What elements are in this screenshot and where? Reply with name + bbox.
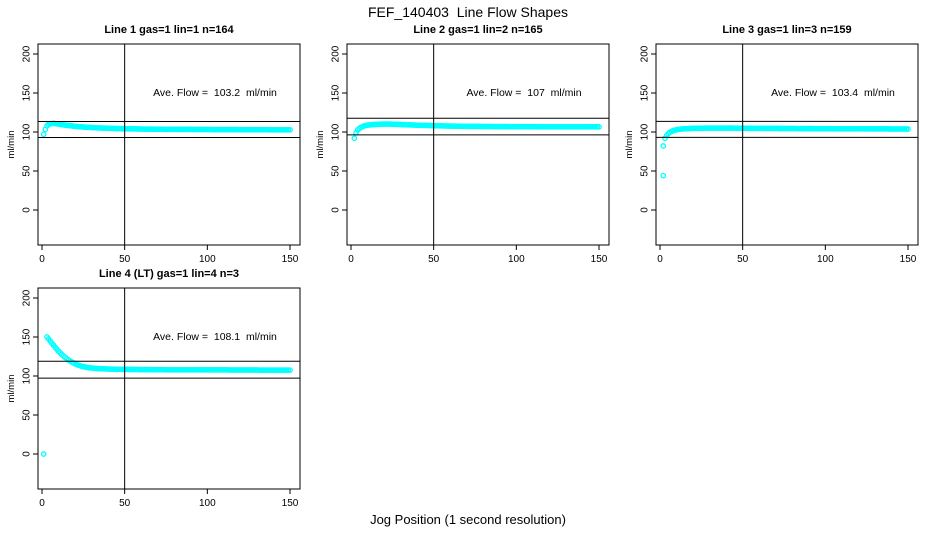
svg-text:ml/min: ml/min bbox=[6, 131, 17, 159]
svg-text:100: 100 bbox=[22, 367, 33, 384]
svg-text:150: 150 bbox=[900, 254, 917, 265]
panel-line-2-ave-flow-label: Ave. Flow = 107 ml/min bbox=[466, 87, 582, 99]
panel-line-4: 0 50 100 150 0 50 100 150 200 ml/min Line 4 (LT) … bbox=[0, 264, 318, 514]
svg-text:200: 200 bbox=[22, 289, 33, 306]
panel-line-4-title: Line 4 (LT) gas=1 lin=4 n=3 bbox=[98, 268, 240, 280]
panel-line-2-plot: 0 50 100 150 0 50 100 150 200 ml/min bbox=[315, 43, 610, 265]
panel-line-3-plot: 0 50 100 150 0 50 100 150 200 ml/min bbox=[624, 43, 919, 265]
svg-text:150: 150 bbox=[282, 254, 299, 265]
svg-text:0: 0 bbox=[22, 451, 33, 457]
svg-text:150: 150 bbox=[591, 254, 608, 265]
panel-line-1-plot: 0 50 100 150 0 50 100 150 200 ml/min bbox=[6, 43, 301, 265]
svg-text:200: 200 bbox=[22, 45, 33, 62]
figure-title: FEF_140403 Line Flow Shapes bbox=[367, 4, 568, 20]
svg-text:0: 0 bbox=[39, 498, 45, 509]
svg-text:50: 50 bbox=[331, 165, 342, 177]
svg-text:0: 0 bbox=[39, 254, 45, 265]
svg-text:ml/min: ml/min bbox=[6, 375, 17, 403]
panel-line-1-title: Line 1 gas=1 lin=1 n=164 bbox=[104, 24, 234, 36]
svg-text:100: 100 bbox=[508, 254, 525, 265]
svg-text:150: 150 bbox=[640, 84, 651, 101]
panel-line-1-ave-flow-label: Ave. Flow = 103.2 ml/min bbox=[153, 87, 277, 99]
svg-text:100: 100 bbox=[331, 123, 342, 140]
panel-line-3-ave-flow-label: Ave. Flow = 103.4 ml/min bbox=[771, 87, 895, 99]
panel-line-1: 0 50 100 150 0 50 100 150 200 ml/min Line 1 gas=1… bbox=[0, 20, 318, 270]
svg-text:0: 0 bbox=[22, 207, 33, 213]
svg-text:100: 100 bbox=[22, 123, 33, 140]
svg-text:0: 0 bbox=[640, 207, 651, 213]
panel-line-3: 0 50 100 150 0 50 100 150 200 ml/min Line 3 gas=1… bbox=[618, 20, 936, 270]
svg-text:200: 200 bbox=[640, 45, 651, 62]
svg-text:100: 100 bbox=[199, 498, 216, 509]
svg-text:200: 200 bbox=[331, 45, 342, 62]
svg-text:0: 0 bbox=[657, 254, 663, 265]
svg-text:150: 150 bbox=[282, 498, 299, 509]
svg-text:0: 0 bbox=[331, 207, 342, 213]
svg-text:50: 50 bbox=[22, 409, 33, 421]
svg-text:ml/min: ml/min bbox=[315, 131, 326, 159]
figure-x-axis-label: Jog Position (1 second resolution) bbox=[370, 512, 566, 527]
svg-text:50: 50 bbox=[428, 254, 440, 265]
svg-text:50: 50 bbox=[119, 254, 131, 265]
svg-text:150: 150 bbox=[22, 328, 33, 345]
panel-line-2-title: Line 2 gas=1 lin=2 n=165 bbox=[413, 24, 543, 36]
svg-text:100: 100 bbox=[817, 254, 834, 265]
svg-text:50: 50 bbox=[22, 165, 33, 177]
panel-line-4-ave-flow-label: Ave. Flow = 108.1 ml/min bbox=[153, 331, 277, 343]
svg-text:150: 150 bbox=[22, 84, 33, 101]
svg-text:100: 100 bbox=[640, 123, 651, 140]
panel-line-2: 0 50 100 150 0 50 100 150 200 ml/min Line 2 gas=1… bbox=[309, 20, 627, 270]
svg-text:50: 50 bbox=[737, 254, 749, 265]
svg-text:50: 50 bbox=[640, 165, 651, 177]
panel-line-3-title: Line 3 gas=1 lin=3 n=159 bbox=[722, 24, 852, 36]
svg-text:150: 150 bbox=[331, 84, 342, 101]
panel-line-4-plot: 0 50 100 150 0 50 100 150 200 ml/min bbox=[6, 287, 301, 509]
svg-text:ml/min: ml/min bbox=[624, 131, 635, 159]
svg-text:50: 50 bbox=[119, 498, 131, 509]
svg-text:0: 0 bbox=[348, 254, 354, 265]
svg-text:100: 100 bbox=[199, 254, 216, 265]
